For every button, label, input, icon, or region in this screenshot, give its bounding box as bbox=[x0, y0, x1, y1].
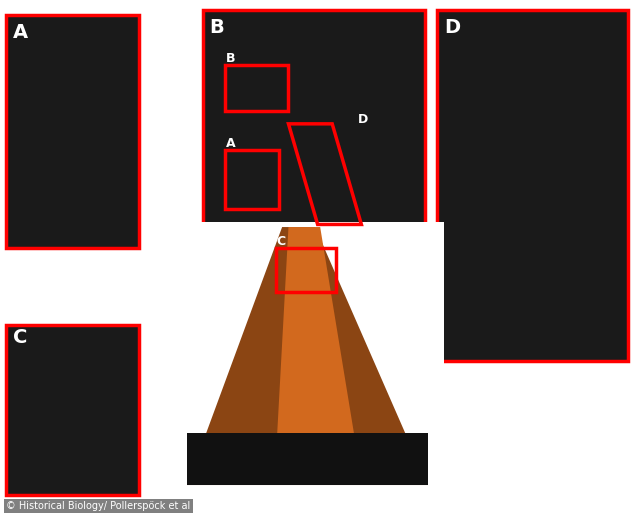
Text: D: D bbox=[444, 18, 460, 37]
FancyBboxPatch shape bbox=[171, 222, 444, 495]
Text: © Historical Biology/ Pollerspöck et al: © Historical Biology/ Pollerspöck et al bbox=[6, 501, 191, 511]
Bar bbox=[225, 150, 279, 209]
Bar bbox=[276, 248, 336, 292]
Polygon shape bbox=[276, 227, 358, 459]
FancyBboxPatch shape bbox=[437, 10, 628, 361]
FancyBboxPatch shape bbox=[203, 10, 425, 248]
Text: C: C bbox=[13, 328, 27, 347]
FancyBboxPatch shape bbox=[6, 325, 139, 495]
Polygon shape bbox=[187, 227, 428, 485]
Text: A: A bbox=[226, 137, 235, 150]
Text: C: C bbox=[276, 235, 285, 248]
Bar bbox=[225, 64, 288, 111]
Polygon shape bbox=[187, 433, 428, 485]
Text: B: B bbox=[209, 18, 224, 37]
Text: A: A bbox=[13, 23, 28, 42]
Text: B: B bbox=[226, 52, 235, 64]
Text: D: D bbox=[358, 114, 368, 126]
FancyBboxPatch shape bbox=[6, 15, 139, 248]
